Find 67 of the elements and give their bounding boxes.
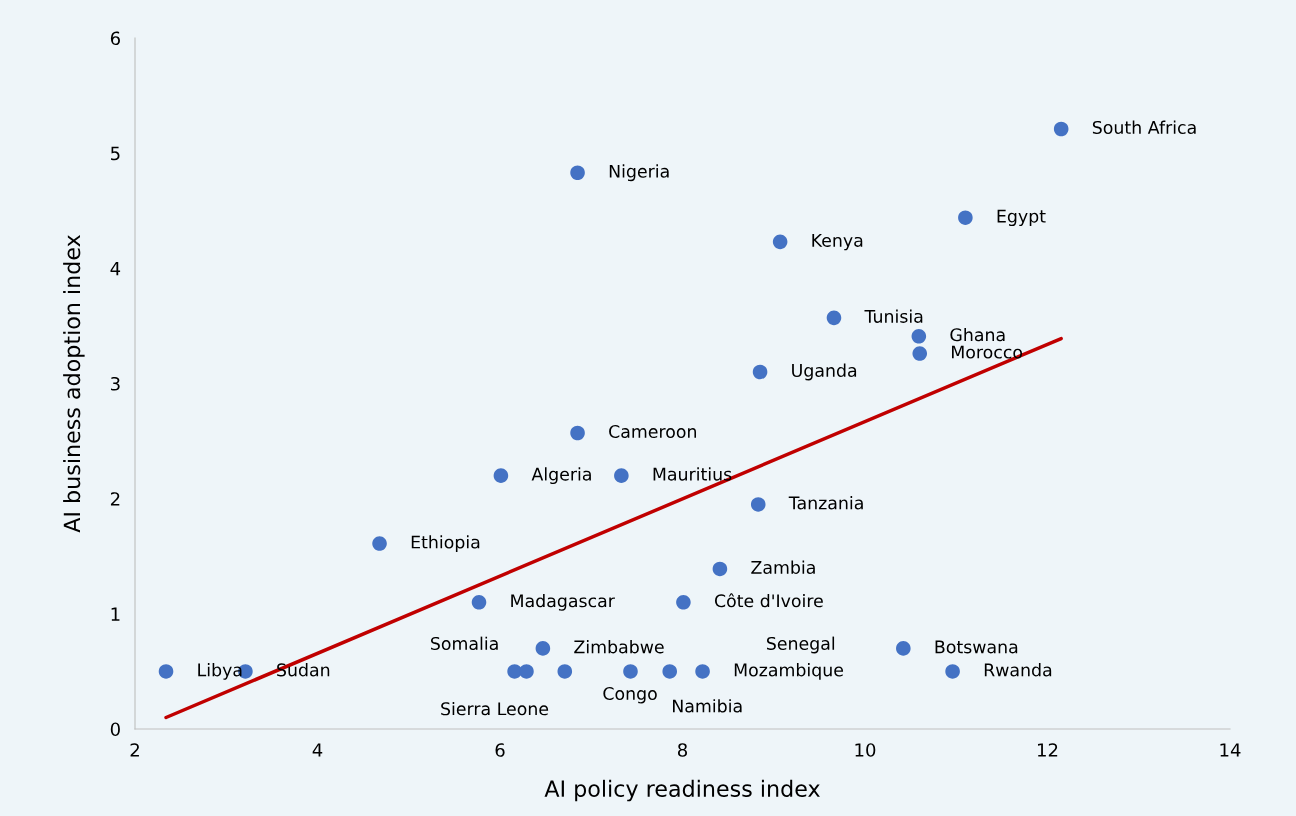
x-tick-label: 10 [855,743,876,757]
annotation: Botswana [935,640,1018,654]
annotation: Sierra Leone [441,701,549,716]
point [623,664,638,679]
point [750,497,766,512]
annotation: Sudan [277,663,330,677]
x-axis-title: AI policy readiness index [544,779,820,802]
annotation: Côte d'Ivoire [714,593,823,608]
y-tick-label: 0 [110,722,120,737]
point [570,165,585,181]
x-tick-label: 2 [130,743,139,757]
annotation: Madagascar [511,593,615,611]
annotation: Zimbabwe [574,639,664,654]
x-tick-label: 14 [1220,743,1241,757]
point [493,468,509,483]
x-tick-label: 12 [1038,743,1058,757]
y-tick-label: 5 [111,146,120,161]
annotation: Tunisia [864,309,923,323]
annotation: Egypt [997,209,1046,227]
point [896,641,911,656]
annotation: Mauritius [653,467,732,481]
y-tick-label: 1 [111,607,120,621]
annotation: Zambia [751,560,815,574]
point [557,664,573,679]
annotation: Namibia [673,699,742,713]
point [535,641,551,656]
annotation: South Africa [1092,120,1196,135]
y-axis-title: AI business adoption index [63,234,85,533]
point [372,536,387,551]
point [676,595,691,610]
point [471,595,487,610]
annotation: Ethiopia [411,535,480,552]
annotation: Kenya [812,233,863,251]
point [912,346,928,361]
y-tick-label: 4 [110,262,121,276]
point [519,664,534,679]
annotation: Nigeria [609,164,669,182]
annotation: Morocco [952,345,1023,359]
point [695,664,710,679]
point [712,561,728,577]
point [614,468,629,483]
point [911,329,927,344]
point [958,210,973,225]
y-tick-label: 6 [110,31,120,46]
annotation: Uganda [792,363,857,381]
point [570,425,585,441]
annotation: Congo [603,686,657,704]
annotation: Somalia [430,636,498,651]
point [662,664,678,679]
annotation: Ghana [950,327,1005,342]
annotation: Senegal [766,636,835,654]
point [772,234,788,250]
x-tick-label: 4 [312,743,323,757]
y-tick-label: 3 [111,376,120,391]
x-tick-label: 6 [495,743,505,757]
annotation: Mozambique [734,663,844,680]
annotation: Cameroon [609,424,696,439]
y-tick-label: 2 [110,492,120,506]
annotation: Rwanda [984,663,1052,677]
point [945,664,960,679]
point [826,310,842,326]
annotation: Algeria [531,467,591,485]
annotation: Tanzania [788,496,863,510]
point [1053,121,1069,137]
point [752,364,768,380]
point [158,664,174,679]
x-tick-label: 8 [677,743,688,757]
